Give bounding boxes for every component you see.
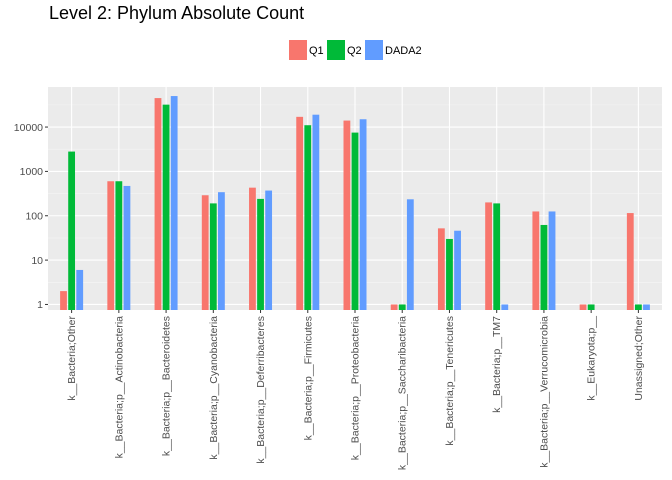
bars	[60, 96, 650, 311]
x-tick-label: k__Bacteria;p__Tenericutes	[444, 316, 456, 446]
bar-q2-k-eukaryota-p	[587, 304, 595, 310]
bar-q2-k-bacteria-p-proteobacteria	[351, 132, 359, 310]
legend: Q1 Q2 DADA2	[289, 40, 422, 60]
bar-dada2-k-bacteria-p-tenericutes	[454, 230, 461, 310]
bar-q1-k-bacteria-p-verrucomicrobia	[532, 211, 540, 310]
legend-label: DADA2	[385, 45, 422, 57]
y-tick-label: 100	[25, 210, 43, 222]
x-tick-label: k__Bacteria;p__Proteobacteria	[350, 316, 362, 460]
x-tick-label: k__Bacteria;p__TM7	[491, 316, 503, 413]
bar-q2-k-bacteria-other	[68, 151, 76, 310]
bar-q2-k-bacteria-p-deferribacteres	[257, 198, 264, 310]
bar-dada2-k-bacteria-p-proteobacteria	[359, 119, 367, 310]
legend-item-q2: Q2	[327, 40, 362, 60]
legend-key-q1	[289, 40, 307, 60]
bar-q1-k-bacteria-p-tm7	[485, 202, 492, 310]
bar-dada2-k-bacteria-p-deferribacteres	[265, 190, 273, 310]
bar-q2-k-bacteria-p-actinobacteria	[115, 181, 123, 310]
bar-dada2-k-bacteria-p-bacteroidetes	[170, 96, 178, 310]
bar-q2-k-bacteria-p-tm7	[493, 203, 501, 310]
bar-dada2-k-bacteria-p-firmicutes	[312, 114, 320, 310]
y-tick-label: 1000	[20, 166, 44, 178]
bar-q1-k-bacteria-p-deferribacteres	[249, 187, 256, 310]
x-tick-label: k__Bacteria;p__Actinobacteria	[113, 316, 125, 459]
chart-title: Level 2: Phylum Absolute Count	[49, 3, 305, 23]
bar-dada2-k-bacteria-p-actinobacteria	[123, 185, 131, 310]
legend-item-q1: Q1	[289, 40, 324, 60]
legend-item-dada2: DADA2	[365, 40, 422, 60]
bar-q2-k-bacteria-p-verrucomicrobia	[540, 224, 548, 310]
x-axis: k__Bacteria;Other k__Bacteria;p__Actinoba…	[66, 310, 645, 470]
bar-q2-k-bacteria-p-bacteroidetes	[162, 104, 170, 310]
y-axis: 1 10 100 1000 10000	[14, 122, 48, 311]
y-tick-label: 10000	[14, 122, 43, 134]
bar-q1-k-eukaryota-p	[579, 304, 587, 310]
bar-q2-k-bacteria-p-saccharibacteria	[398, 304, 406, 310]
bar-q1-k-bacteria-p-actinobacteria	[107, 181, 115, 310]
x-tick-label: k__Eukaryota;p__	[586, 316, 598, 401]
bar-dada2-unassigned-other	[643, 304, 650, 310]
y-tick-label: 10	[31, 255, 43, 267]
x-tick-label: k__Bacteria;p__Bacteroidetes	[161, 316, 173, 456]
bar-q1-k-bacteria-p-firmicutes	[296, 116, 304, 311]
bar-q1-k-bacteria-p-saccharibacteria	[390, 304, 398, 310]
x-tick-label: k__Bacteria;Other	[66, 316, 78, 401]
legend-label: Q1	[309, 45, 324, 57]
bar-q1-k-bacteria-other	[60, 291, 67, 310]
bar-q2-k-bacteria-p-tenericutes	[446, 238, 453, 310]
x-tick-label: k__Bacteria;p__Verrucomicrobia	[538, 316, 550, 468]
bar-q1-k-bacteria-p-cyanobacteria	[201, 195, 209, 310]
x-tick-label: k__Bacteria;p__Cyanobacteria	[208, 316, 220, 460]
x-tick-label: k__Bacteria;p__Firmicutes	[302, 316, 314, 440]
x-tick-label: Unassigned;Other	[633, 316, 645, 401]
legend-key-dada2	[365, 40, 383, 60]
bar-q2-k-bacteria-p-cyanobacteria	[209, 203, 217, 310]
bar-q1-k-bacteria-p-proteobacteria	[343, 120, 351, 311]
legend-label: Q2	[347, 45, 362, 57]
x-tick-label: k__Bacteria;p__Saccharibacteria	[397, 316, 409, 470]
bar-dada2-k-bacteria-p-saccharibacteria	[406, 199, 414, 310]
legend-key-q2	[327, 40, 345, 60]
bar-q2-k-bacteria-p-firmicutes	[304, 125, 312, 310]
bar-dada2-k-bacteria-p-tm7	[501, 304, 509, 310]
bar-q1-k-bacteria-p-bacteroidetes	[154, 98, 162, 310]
bar-dada2-k-bacteria-p-cyanobacteria	[218, 192, 225, 310]
bar-q1-unassigned-other	[626, 213, 634, 310]
bar-dada2-k-bacteria-other	[76, 269, 84, 310]
bar-q2-unassigned-other	[634, 304, 642, 310]
bar-q1-k-bacteria-p-tenericutes	[437, 228, 445, 310]
y-tick-label: 1	[37, 299, 43, 311]
bar-dada2-k-bacteria-p-verrucomicrobia	[548, 211, 556, 310]
x-tick-label: k__Bacteria;p__Deferribacteres	[255, 316, 267, 464]
